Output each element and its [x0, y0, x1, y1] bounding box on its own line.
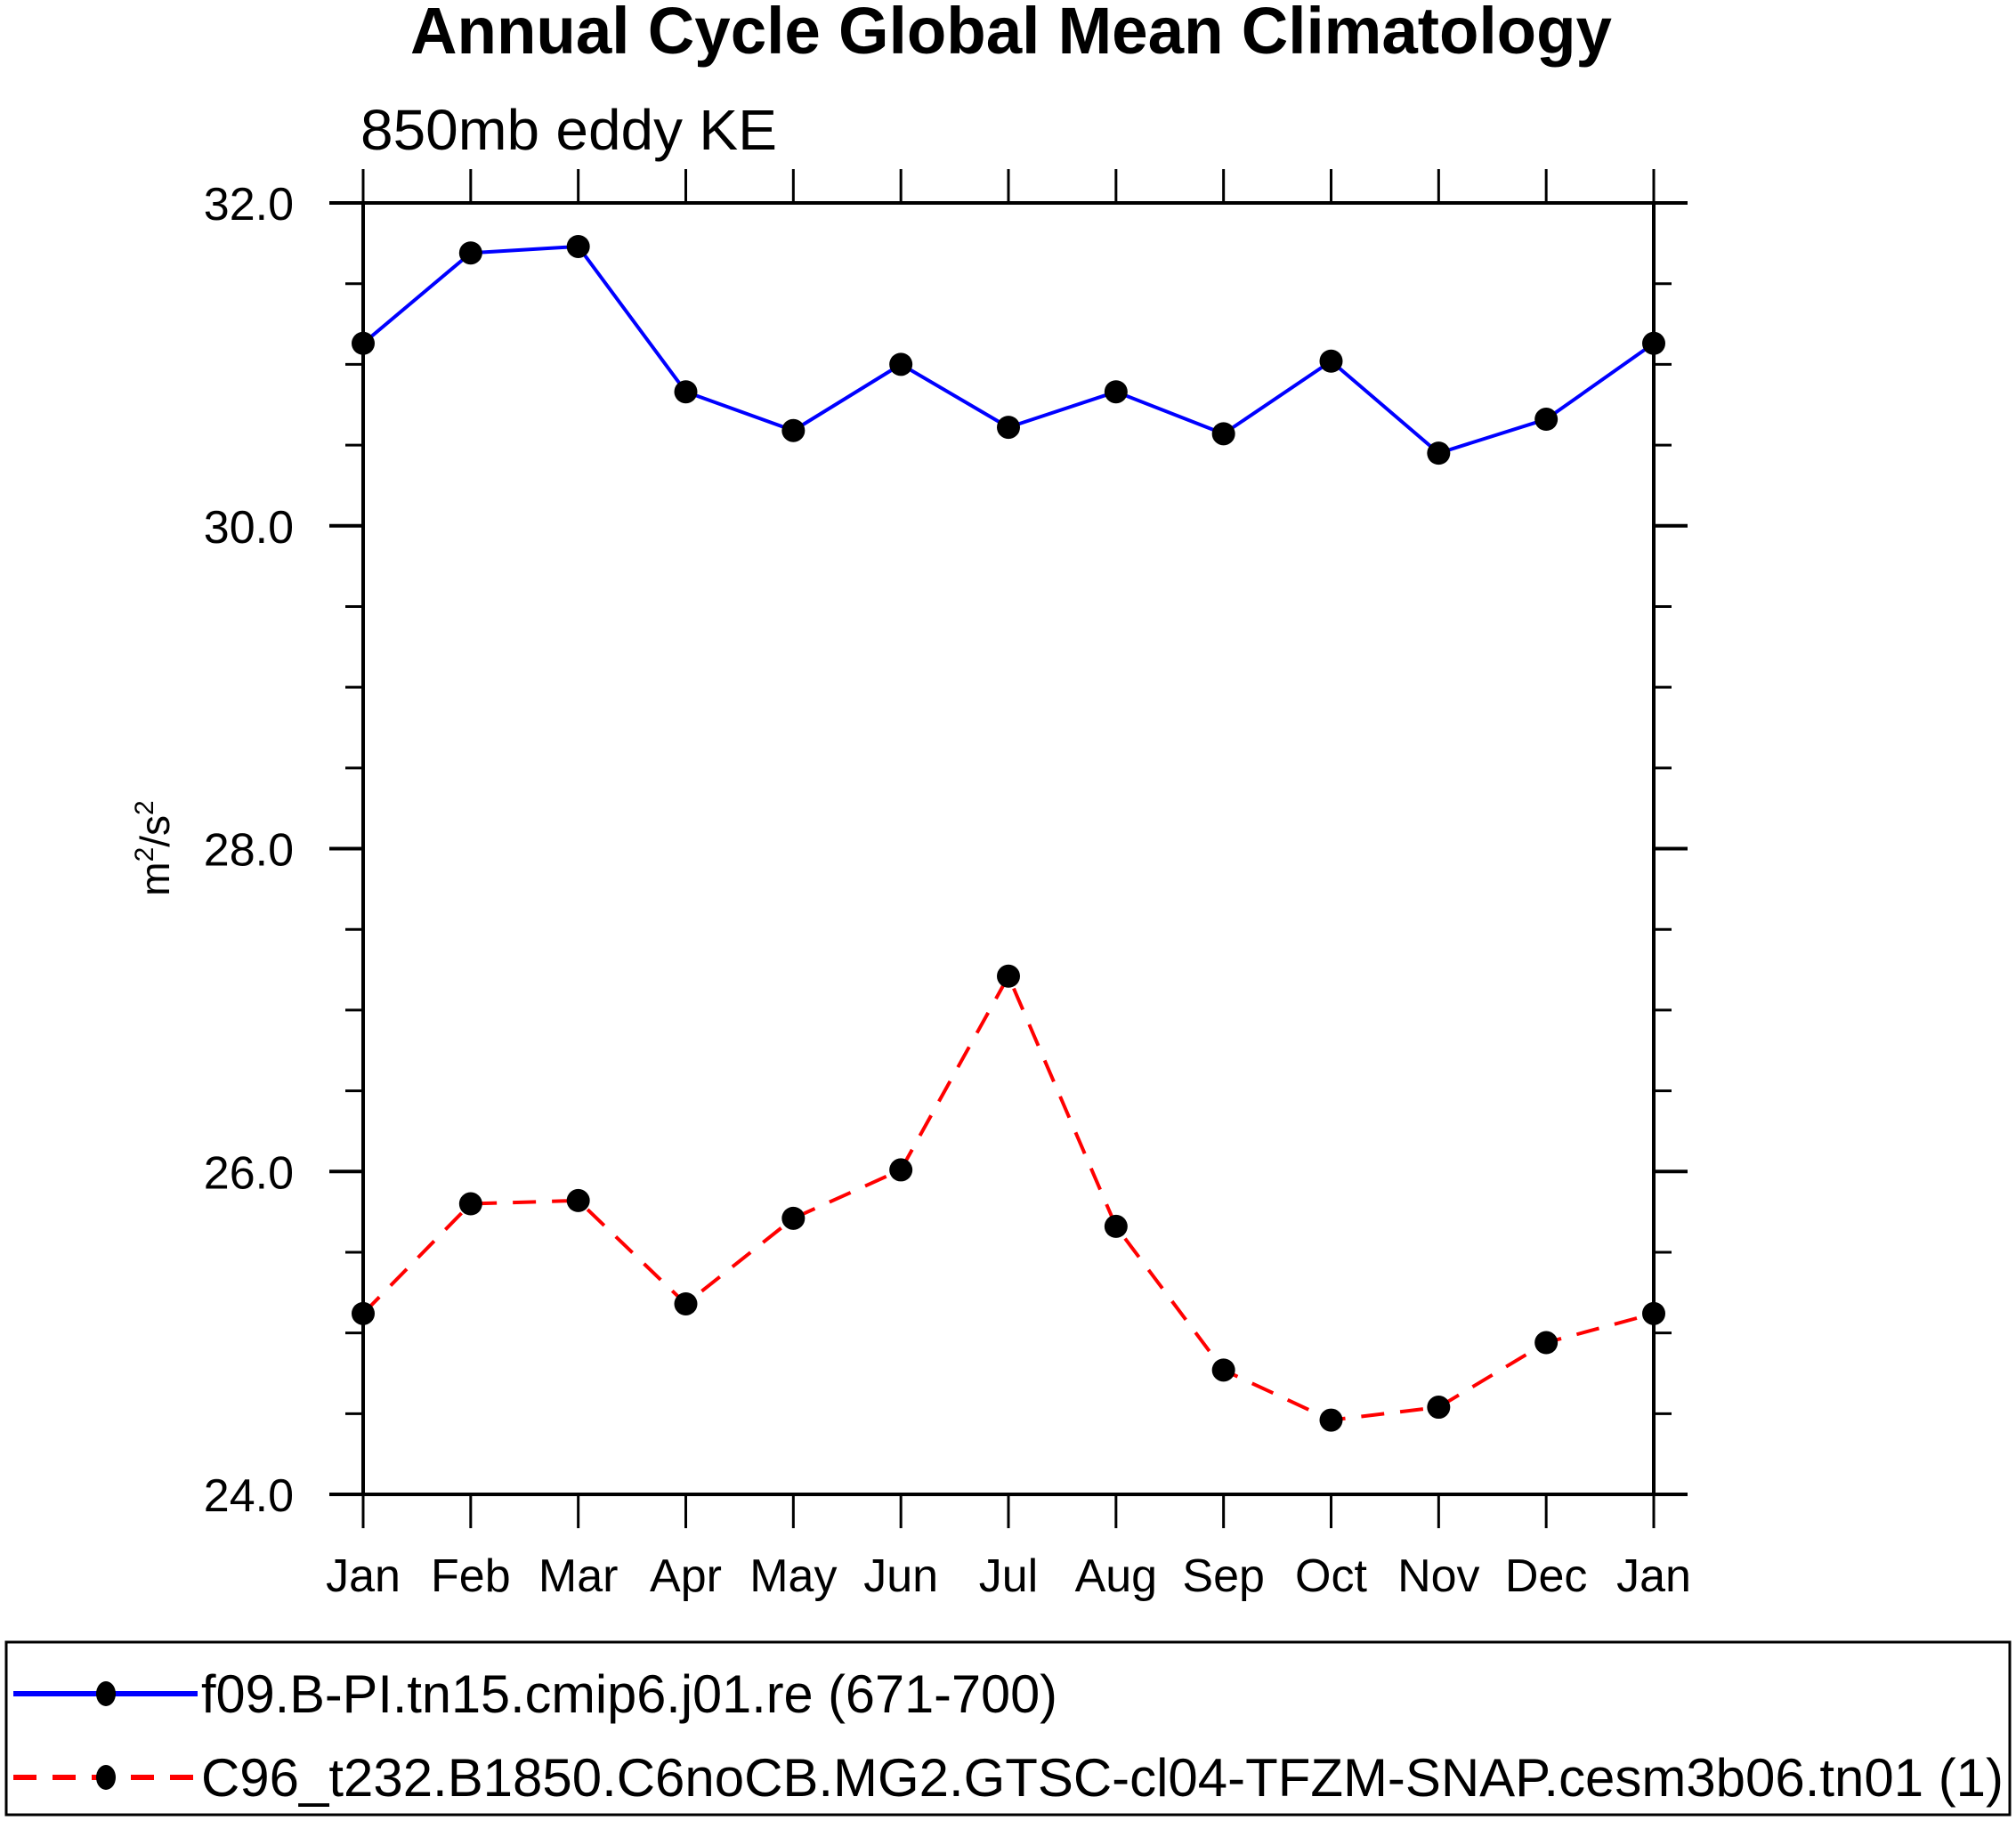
axis-ticks: [329, 169, 1688, 1528]
data-point: [566, 1188, 590, 1212]
legend-entry-1: f09.B-PI.tn15.cmip6.j01.re (671-700): [13, 1664, 1057, 1724]
legend: f09.B-PI.tn15.cmip6.j01.re (671-700) C96_…: [4, 1640, 2012, 1817]
y-tick-label: 24.0: [204, 1470, 294, 1522]
x-tick-label: Oct: [1295, 1550, 1367, 1602]
legend-box: [4, 1640, 2012, 1817]
data-point: [1534, 1331, 1559, 1355]
y-axis-label-sup1: 2: [130, 847, 159, 862]
x-tick-label: Sep: [1182, 1550, 1265, 1602]
x-tick-label: Nov: [1397, 1550, 1479, 1602]
y-tick-label: 28.0: [204, 825, 294, 877]
x-tick-labels: Jan Feb Mar Apr May Jun Jul Aug Sep Oct Nov Dec Jan: [326, 1550, 1691, 1602]
plot-frame: [361, 201, 1656, 1496]
y-axis-label-mid: /s: [132, 815, 178, 847]
series-1: [352, 234, 1665, 465]
y-axis-label-m: m: [132, 862, 178, 895]
x-tick-label: Jul: [979, 1550, 1038, 1602]
x-tick-label: Dec: [1505, 1550, 1587, 1602]
data-point: [1427, 1396, 1451, 1420]
x-tick-label: Apr: [650, 1550, 722, 1602]
x-tick-label: Aug: [1075, 1550, 1158, 1602]
x-tick-label: Jun: [863, 1550, 938, 1602]
data-point: [674, 380, 698, 404]
x-tick-label: Jan: [1616, 1550, 1691, 1602]
series-2: [352, 964, 1665, 1432]
x-tick-label: Feb: [431, 1550, 511, 1602]
legend-label: f09.B-PI.tn15.cmip6.j01.re (671-700): [201, 1664, 1057, 1724]
data-point: [997, 416, 1020, 440]
x-tick-label: May: [749, 1550, 837, 1602]
data-point: [1211, 422, 1235, 446]
x-tick-label: Jan: [326, 1550, 401, 1602]
chart-subtitle: 850mb eddy KE: [360, 98, 777, 162]
data-point: [1104, 380, 1128, 404]
data-point: [1319, 1408, 1343, 1432]
y-axis-label-sup2: 2: [130, 800, 159, 815]
y-tick-label: 26.0: [204, 1147, 294, 1199]
chart-title: Annual Cycle Global Mean Climatology: [410, 0, 1612, 68]
data-point: [889, 352, 913, 376]
data-point: [781, 1206, 806, 1230]
data-point: [1104, 1214, 1128, 1238]
data-point: [566, 234, 590, 258]
legend-label: C96_t232.B1850.C6noCB.MG2.GTSC-cl04-TFZM…: [201, 1748, 2004, 1808]
data-point: [997, 964, 1020, 988]
x-tick-label: Mar: [538, 1550, 619, 1602]
data-point: [1319, 349, 1343, 373]
data-point: [781, 418, 806, 442]
legend-entry-2: C96_t232.B1850.C6noCB.MG2.GTSC-cl04-TFZM…: [13, 1748, 2004, 1808]
y-tick-label: 30.0: [204, 502, 294, 554]
legend-marker: [96, 1681, 116, 1706]
svg-text:m2/s2: m2/s2: [130, 800, 178, 895]
data-point: [1427, 441, 1451, 465]
legend-marker: [96, 1765, 116, 1790]
y-tick-label: 32.0: [204, 179, 294, 231]
data-point: [458, 241, 482, 265]
data-point: [674, 1291, 698, 1315]
data-point: [1211, 1358, 1235, 1382]
data-point: [1534, 408, 1559, 432]
y-axis-label: m2/s2: [130, 800, 178, 895]
data-point: [889, 1158, 913, 1182]
series-layer: [352, 234, 1665, 1432]
data-point: [458, 1192, 482, 1216]
y-tick-labels: 24.0 26.0 28.0 30.0 32.0: [204, 179, 294, 1522]
